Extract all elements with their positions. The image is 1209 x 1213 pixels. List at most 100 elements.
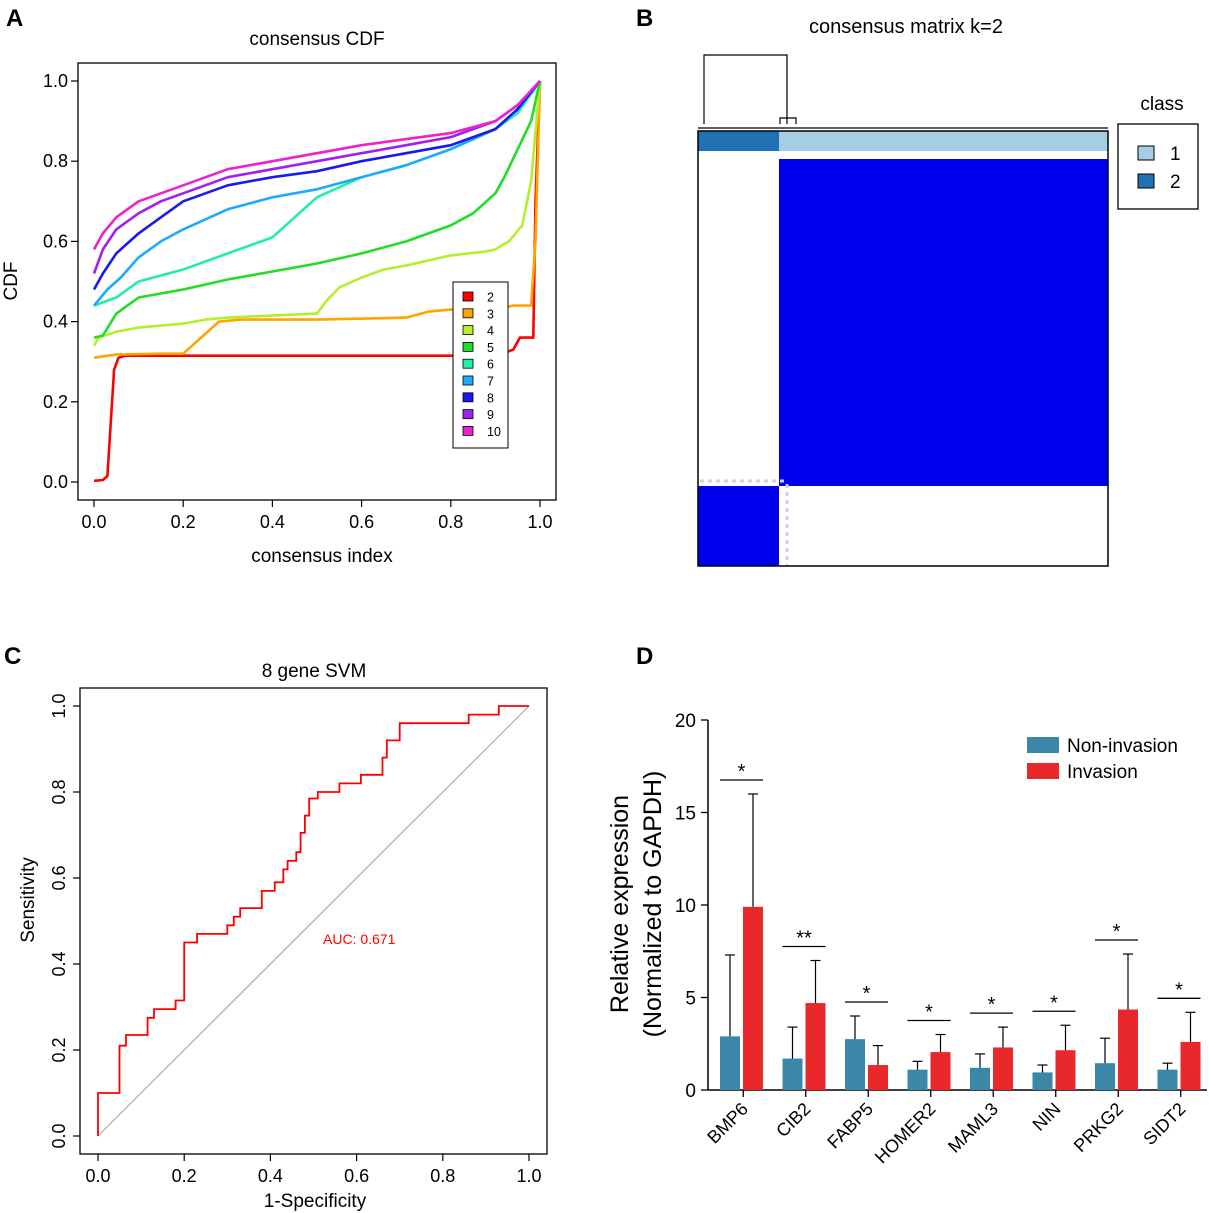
panel-d-bar-sidt2-noninvasion xyxy=(1157,1069,1178,1090)
panel-a-legend-label-k8: 8 xyxy=(487,391,494,405)
panel-b-class1-bar xyxy=(779,131,1108,151)
panel-d-significance-mark: * xyxy=(925,1002,933,1024)
panel-b-legend-swatch-1 xyxy=(1137,145,1155,161)
panel-d-y-label-line2: (Normalized to GAPDH) xyxy=(639,771,667,1038)
panel-c-y-tick-label: 1.0 xyxy=(49,693,69,718)
panel-b-block-class1 xyxy=(779,159,1108,486)
panel-d-bar-bmp6-invasion xyxy=(743,906,763,1090)
panel-d-bar-maml3-invasion xyxy=(993,1047,1013,1090)
panel-d-bar-bmp6-noninvasion xyxy=(720,1036,740,1090)
panel-c-roc-curve xyxy=(97,705,529,1136)
panel-d-significance-mark: * xyxy=(988,994,996,1016)
panel-a-x-tick-label: 0.0 xyxy=(81,512,106,532)
panel-c-y-label: Sensitivity xyxy=(18,857,39,943)
panel-d-y-tick-label: 5 xyxy=(685,989,696,1010)
panel-c-x-label: 1-Specificity xyxy=(264,1191,367,1212)
panel-letter-b: B xyxy=(636,5,653,32)
panel-b-legend-label-2: 2 xyxy=(1170,172,1181,193)
panel-d-significance-mark: * xyxy=(1113,921,1121,943)
panel-a-legend-swatch-k10 xyxy=(462,425,474,436)
panel-a-y-tick-label: 0.8 xyxy=(43,151,68,171)
panel-c-x-tick-label: 0.8 xyxy=(430,1166,455,1186)
panel-d-significance-mark: * xyxy=(1050,992,1058,1014)
panel-c-diagonal-line xyxy=(97,705,530,1137)
panel-c-x-tick-label: 0.0 xyxy=(85,1166,110,1186)
panel-c-y-tick-label: 0.6 xyxy=(49,865,69,890)
panel-d-x-tick-label: FABP5 xyxy=(823,1099,877,1153)
panel-c-plot-frame xyxy=(79,687,548,1155)
panel-d-bar-maml3-noninvasion xyxy=(970,1067,990,1090)
panel-b-consensus-matrix: consensus matrix k=2 class 1 2 xyxy=(697,16,1199,567)
panel-a-legend-swatch-k8 xyxy=(462,392,474,403)
panel-c-title: 8 gene SVM xyxy=(262,661,367,682)
panel-d-bar-fabp5-noninvasion xyxy=(845,1039,865,1090)
panel-a-cdf-line-k10 xyxy=(92,80,541,251)
panel-b-legend-title: class xyxy=(1140,94,1183,115)
panel-d-significance-mark: * xyxy=(863,983,871,1005)
panel-b-class2-bar xyxy=(698,131,779,151)
panel-d-bar-sidt2-invasion xyxy=(1180,1041,1201,1090)
panel-d-significance-mark: * xyxy=(1175,979,1183,1001)
panel-a-cdf-line-k4 xyxy=(92,80,542,347)
panel-d-legend-swatch-noninvasion xyxy=(1027,737,1059,753)
panel-d-legend-label-invasion: Invasion xyxy=(1067,762,1138,783)
panel-c-y-tick-label: 0.8 xyxy=(49,779,69,804)
panel-a-legend-label-k9: 9 xyxy=(487,408,494,422)
panel-d-y-tick-label: 0 xyxy=(685,1081,696,1102)
panel-a-y-tick-label: 0.0 xyxy=(43,472,68,492)
panel-d-x-tick-label: NIN xyxy=(1029,1099,1065,1135)
panel-a-cdf-line-k5 xyxy=(93,80,542,339)
panel-a-legend-label-k2: 2 xyxy=(487,291,494,305)
panel-a-legend-swatch-k2 xyxy=(462,291,474,302)
panel-letter-d: D xyxy=(636,643,653,670)
panel-a-y-tick-label: 0.4 xyxy=(43,312,68,332)
panel-d-x-tick-label: BMP6 xyxy=(703,1099,752,1148)
panel-a-legend-swatch-k7 xyxy=(462,375,474,386)
panel-a-cdf-line-k8 xyxy=(92,80,542,291)
panel-a-legend-swatch-k6 xyxy=(462,358,474,369)
panel-b-legend-box xyxy=(1117,123,1199,210)
panel-d-bar-cib2-invasion xyxy=(805,1003,826,1090)
panel-a-y-label: CDF xyxy=(1,261,22,300)
panel-d-y-label-line1: Relative expression xyxy=(606,795,634,1013)
panel-a-x-tick-label: 0.8 xyxy=(438,512,463,532)
panel-c-x-tick-label: 0.6 xyxy=(344,1166,369,1186)
panel-a-legend-label-k5: 5 xyxy=(487,341,494,355)
panel-c-y-tick-label: 0.2 xyxy=(49,1037,69,1062)
panel-d-bar-nin-invasion xyxy=(1055,1050,1076,1090)
panel-a-legend-label-k7: 7 xyxy=(487,375,494,389)
panel-c-auc-label: AUC: 0.671 xyxy=(323,931,396,947)
panel-b-dendrogram xyxy=(698,54,1108,129)
panel-d-y-tick-label: 15 xyxy=(675,804,696,825)
panel-d-x-tick-label: CIB2 xyxy=(772,1099,814,1141)
panel-a-y-tick-label: 1.0 xyxy=(43,71,68,91)
panel-a-legend-swatch-k4 xyxy=(462,325,474,336)
panel-b-legend-swatch-2 xyxy=(1137,173,1155,189)
panel-a-y-tick-label: 0.2 xyxy=(43,392,68,412)
panel-a-legend-label-k4: 4 xyxy=(487,324,494,338)
panel-c-x-tick-label: 0.4 xyxy=(258,1166,283,1186)
panel-b-legend-label-1: 1 xyxy=(1170,144,1181,165)
panel-a-x-tick-label: 0.4 xyxy=(260,512,285,532)
panel-a-legend-label-k3: 3 xyxy=(487,307,494,321)
panel-d-y-tick-label: 20 xyxy=(675,711,696,732)
panel-a-x-tick-label: 0.2 xyxy=(171,512,196,532)
panel-a-legend-label-k10: 10 xyxy=(487,425,501,439)
panel-d-significance-mark: * xyxy=(738,761,746,783)
panel-b-matrix-frame xyxy=(697,130,1109,567)
panel-d-legend-label-noninvasion: Non-invasion xyxy=(1067,736,1178,757)
panel-a-x-label: consensus index xyxy=(251,546,393,567)
panel-d-bar-cib2-noninvasion xyxy=(782,1058,803,1090)
panel-d-bar-prkg2-noninvasion xyxy=(1095,1063,1115,1090)
panel-c-x-tick-label: 1.0 xyxy=(516,1166,541,1186)
panel-d-bar-nin-noninvasion xyxy=(1032,1072,1053,1090)
panel-d-y-tick-label: 10 xyxy=(675,896,696,917)
panel-d-bar-prkg2-invasion xyxy=(1118,1009,1138,1090)
panel-c-roc-chart: 8 gene SVM Sensitivity 1-Specificity 0.0… xyxy=(18,661,548,1212)
panel-a-legend-swatch-k9 xyxy=(462,409,474,420)
panel-d-significance-mark: ** xyxy=(796,928,812,950)
panel-a-cdf-line-k3 xyxy=(93,80,542,359)
panel-d-bar-fabp5-invasion xyxy=(868,1065,888,1090)
panel-d-legend-swatch-invasion xyxy=(1027,763,1059,779)
